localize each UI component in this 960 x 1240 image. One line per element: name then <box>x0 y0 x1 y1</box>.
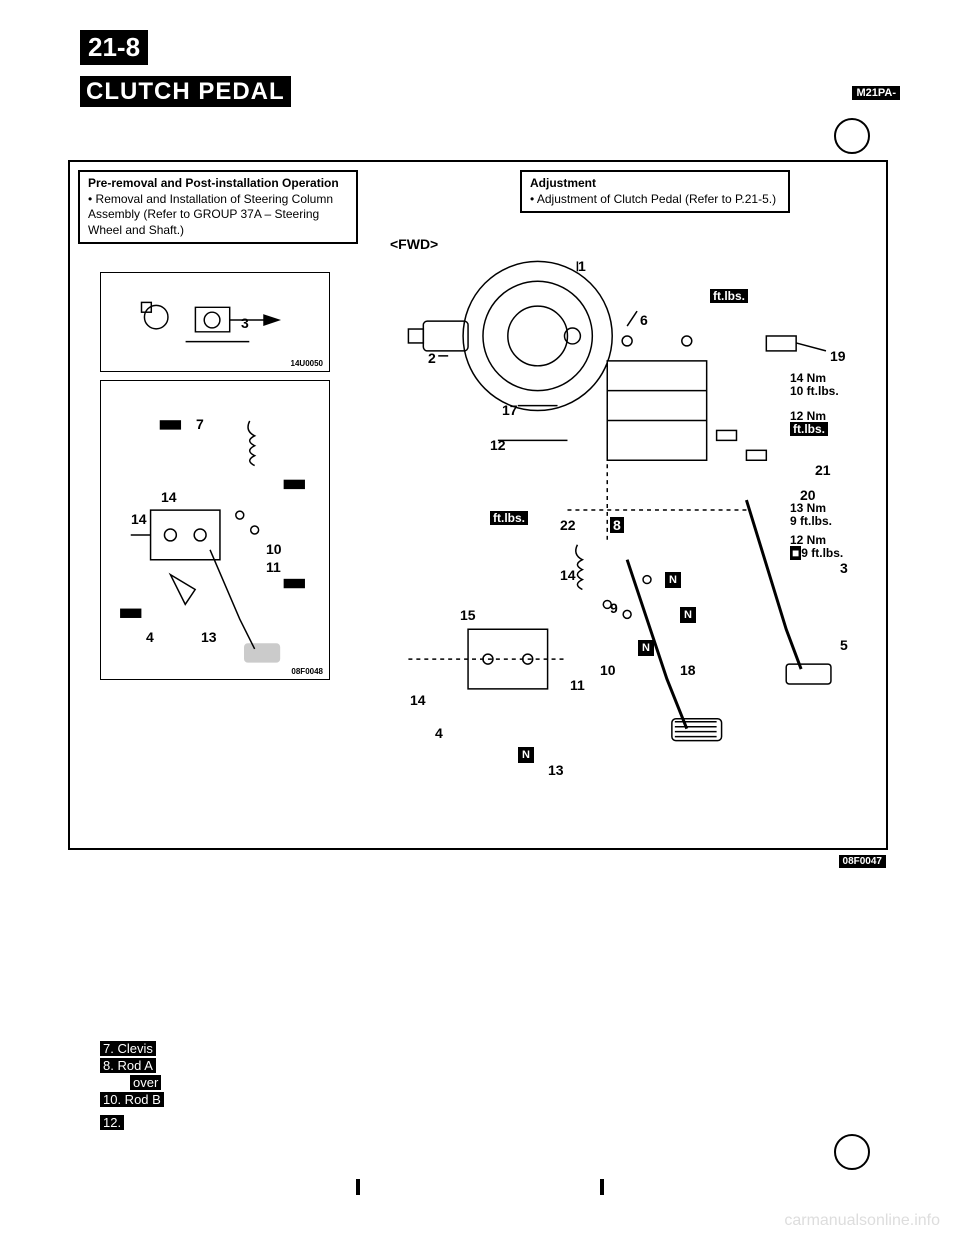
callout-17: 17 <box>502 402 518 418</box>
callout-1: 1 <box>578 258 586 274</box>
callout-14: 14 <box>560 567 576 583</box>
callout-18: 18 <box>680 662 696 678</box>
main-exploded-svg <box>70 162 886 848</box>
bottom-decorative-circle <box>834 1134 870 1170</box>
torque-1: ft.lbs. <box>710 290 748 303</box>
callout-3: 3 <box>840 560 848 576</box>
watermark: carmanualsonline.info <box>784 1212 940 1230</box>
torque-5: 13 Nm 9 ft.lbs. <box>790 502 832 528</box>
main-diagram: Pre-removal and Post-installation Operat… <box>68 160 888 850</box>
parts-7: 7. Clevis <box>100 1041 156 1056</box>
top-decorative-circle <box>834 118 870 154</box>
callout-11m: 11 <box>570 677 585 693</box>
torque-3: 12 Nm ft.lbs. <box>790 410 828 436</box>
bottom-registration-marks <box>0 1179 960 1200</box>
callout-22: 22 <box>560 517 576 533</box>
page-number: 21-8 <box>80 30 148 65</box>
torque-1-ftlbs: ft.lbs. <box>710 289 748 303</box>
n-marker-1: N <box>665 572 681 588</box>
section-code: M21PA- <box>852 86 900 100</box>
torque-2: 14 Nm 10 ft.lbs. <box>790 372 839 398</box>
callout-13m: 13 <box>548 762 564 778</box>
torque-6-ftlbs: 9 ft.lbs. <box>801 546 843 560</box>
torque-4-ftlbs: ft.lbs. <box>490 511 528 525</box>
parts-10: 10. Rod B <box>100 1092 164 1107</box>
figure-code: 08F0047 <box>839 855 886 868</box>
parts-12: 12. <box>100 1115 124 1130</box>
callout-14b: 14 <box>410 692 426 708</box>
parts-8: 8. Rod A <box>100 1058 156 1073</box>
callout-19: 19 <box>830 348 846 364</box>
torque-4: ft.lbs. <box>490 512 528 525</box>
callout-12: 12 <box>490 437 506 453</box>
callout-8: 8 <box>610 517 624 533</box>
page-header: 21-8 <box>80 30 900 65</box>
torque-6: 12 Nm ■9 ft.lbs. <box>790 534 843 560</box>
callout-2: 2 <box>428 350 436 366</box>
torque-3-ftlbs: ft.lbs. <box>790 422 828 436</box>
callout-4m: 4 <box>435 725 443 741</box>
parts-9: over <box>130 1075 161 1090</box>
callout-21: 21 <box>815 462 831 478</box>
callout-5: 5 <box>840 637 848 653</box>
n-marker-3: N <box>638 640 654 656</box>
parts-list: 7. Clevis 8. Rod A over 10. Rod B 12. <box>100 1040 860 1131</box>
torque-5-ftlbs: 9 ft.lbs. <box>790 515 832 528</box>
n-marker-4: N <box>518 747 534 763</box>
section-title-text: CLUTCH PEDAL <box>80 76 291 107</box>
n-marker-2: N <box>680 607 696 623</box>
callout-9: 9 <box>610 600 618 616</box>
callout-15: 15 <box>460 607 476 623</box>
callout-6: 6 <box>640 312 648 328</box>
section-title: CLUTCH PEDAL <box>80 78 291 106</box>
torque-2-ftlbs: 10 ft.lbs. <box>790 385 839 398</box>
callout-10m: 10 <box>600 662 616 678</box>
